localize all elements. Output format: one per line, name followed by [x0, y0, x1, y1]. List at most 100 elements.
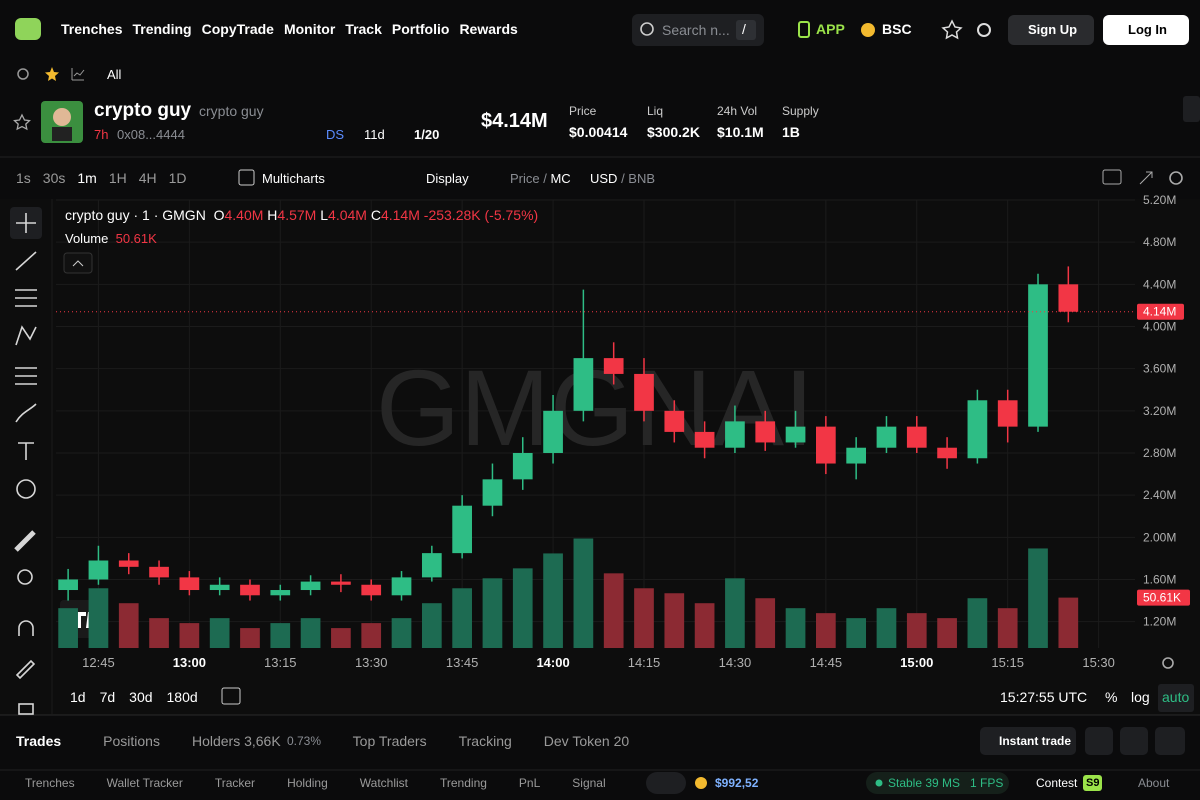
date-range-icon[interactable]: [221, 687, 241, 705]
token-address[interactable]: 0x08...4444: [117, 127, 185, 142]
fullscreen-icon[interactable]: [1139, 171, 1153, 185]
legend-c: 4.14M: [380, 207, 420, 223]
logo[interactable]: [15, 18, 41, 40]
status-link[interactable]: Tracker: [214, 776, 256, 790]
nav-link[interactable]: Trenches: [61, 21, 123, 37]
status-link[interactable]: PnL: [518, 776, 541, 790]
layout-button[interactable]: [1120, 727, 1148, 755]
line-tool[interactable]: [15, 251, 37, 271]
instant-trade[interactable]: Instant trade: [999, 734, 1072, 748]
usd-toggle[interactable]: USD: [590, 171, 618, 186]
tab[interactable]: Tracking: [458, 733, 512, 749]
crosshair-tool[interactable]: [16, 213, 36, 233]
status-link[interactable]: Watchlist: [359, 776, 408, 790]
signup[interactable]: Sign Up: [1028, 22, 1078, 37]
range[interactable]: 30d: [129, 689, 153, 705]
token-name: crypto guy: [94, 100, 192, 121]
interval[interactable]: 4H: [138, 170, 157, 186]
text-tool[interactable]: [18, 442, 34, 460]
about[interactable]: About: [1138, 776, 1170, 790]
status-link[interactable]: Trending: [440, 776, 487, 790]
chart-settings-icon[interactable]: [1169, 171, 1183, 185]
drawing-tools[interactable]: [10, 207, 42, 715]
legend-o: 4.40M: [224, 207, 264, 223]
nav-link[interactable]: Trending: [132, 21, 192, 37]
emoji-tool[interactable]: [16, 479, 36, 499]
search-box[interactable]: [632, 14, 764, 46]
volume-bar: [361, 623, 382, 648]
status-link[interactable]: Wallet Tracker: [106, 776, 183, 790]
login[interactable]: Log In: [1128, 22, 1167, 37]
price-toggle[interactable]: Price /: [510, 171, 551, 186]
tab[interactable]: Positions: [103, 733, 160, 749]
token-ratio: 1/20: [414, 127, 440, 142]
display[interactable]: Display: [426, 171, 469, 186]
settings-icon[interactable]: [17, 68, 29, 80]
favorite-icon[interactable]: [941, 19, 963, 40]
wallet-pill[interactable]: [646, 772, 686, 794]
nav-link[interactable]: Rewards: [459, 21, 518, 37]
snapshot-icon[interactable]: [1102, 169, 1122, 185]
price-mc[interactable]: Price / MC: [510, 171, 571, 186]
interval[interactable]: 1m: [77, 170, 97, 186]
status-link[interactable]: Holding: [287, 776, 328, 790]
range[interactable]: 180d: [166, 689, 198, 705]
panel-button[interactable]: [1085, 727, 1113, 755]
chain-select[interactable]: BSC: [882, 21, 912, 37]
interval[interactable]: 1s: [16, 170, 31, 186]
tab[interactable]: Dev Token 20: [543, 733, 630, 749]
currency[interactable]: USD / BNB: [590, 171, 655, 186]
zoom-tool[interactable]: [17, 569, 33, 585]
y-tick-label: 2.40M: [1143, 488, 1176, 502]
percent-toggle[interactable]: %: [1105, 689, 1118, 705]
axis-settings-icon[interactable]: [1162, 657, 1174, 669]
pencil-tool[interactable]: [15, 659, 36, 680]
app-link[interactable]: APP: [816, 21, 845, 37]
stat-value: $10.1M: [717, 124, 764, 140]
brush-tool[interactable]: [15, 403, 37, 423]
pattern-tool[interactable]: [15, 325, 37, 346]
nav-link[interactable]: Monitor: [283, 21, 336, 37]
bnb-toggle[interactable]: / BNB: [617, 171, 656, 186]
watch-icon[interactable]: [13, 113, 31, 131]
range[interactable]: 1d: [70, 689, 86, 705]
tab[interactable]: Trades: [16, 733, 62, 749]
search-placeholder[interactable]: Search n...: [662, 22, 730, 38]
interval[interactable]: 1D: [168, 170, 187, 186]
collapse-button[interactable]: [63, 252, 93, 274]
auto-toggle[interactable]: auto: [1162, 689, 1190, 705]
login-button[interactable]: [1103, 15, 1189, 45]
multicharts-checkbox[interactable]: [238, 169, 255, 186]
range[interactable]: 7d: [99, 689, 116, 705]
candle-body: [1028, 284, 1048, 427]
settings-button[interactable]: [1155, 727, 1185, 755]
candle-body: [179, 577, 200, 591]
candle-body: [88, 560, 109, 580]
settings-icon[interactable]: [977, 23, 991, 37]
nav-link[interactable]: CopyTrade: [201, 21, 274, 37]
filter[interactable]: All: [107, 67, 122, 82]
lock-tool[interactable]: [18, 703, 34, 715]
log-toggle[interactable]: log: [1131, 689, 1150, 705]
favorites-icon[interactable]: [45, 67, 59, 81]
side-toggle[interactable]: [1183, 96, 1200, 122]
contest[interactable]: Contest: [1036, 776, 1078, 790]
signup-button[interactable]: [1008, 15, 1094, 45]
mc-toggle[interactable]: MC: [550, 171, 571, 186]
projection-tool[interactable]: [15, 367, 37, 385]
interval[interactable]: 1H: [108, 170, 127, 186]
interval[interactable]: 30s: [42, 170, 66, 186]
magnet-tool[interactable]: [18, 620, 34, 636]
nav-link[interactable]: Portfolio: [391, 21, 450, 37]
fib-tool[interactable]: [15, 289, 37, 307]
nav-link[interactable]: Track: [345, 21, 382, 37]
instant-trade-button[interactable]: [980, 727, 1076, 755]
candle-body: [725, 421, 745, 448]
ruler-tool[interactable]: [14, 530, 36, 552]
tab[interactable]: Top Traders: [352, 733, 427, 749]
tab[interactable]: Holders 3,66K: [191, 733, 281, 749]
status-link[interactable]: Signal: [572, 776, 606, 790]
multicharts[interactable]: Multicharts: [262, 171, 325, 186]
status-link[interactable]: Trenches: [25, 776, 75, 790]
chart-icon[interactable]: [71, 68, 85, 81]
